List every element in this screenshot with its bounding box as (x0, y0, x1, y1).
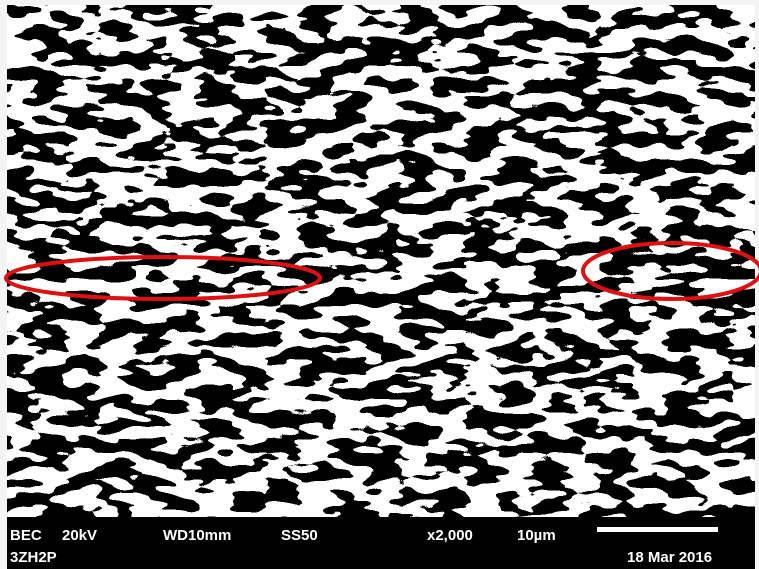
info-bar (7, 517, 755, 569)
highlight-ellipse (581, 241, 759, 301)
detector: BEC (10, 527, 42, 544)
spot-size: SS50 (281, 527, 318, 544)
working-distance: WD10mm (163, 527, 231, 544)
scale-label: 10µm (517, 527, 556, 544)
sample-id: 3ZH2P (10, 549, 57, 566)
magnification: x2,000 (427, 527, 473, 544)
date: 18 Mar 2016 (627, 549, 712, 566)
voltage: 20kV (62, 527, 97, 544)
highlight-ellipse (4, 255, 322, 301)
scale-bar (597, 527, 718, 532)
sem-texture (7, 5, 755, 517)
